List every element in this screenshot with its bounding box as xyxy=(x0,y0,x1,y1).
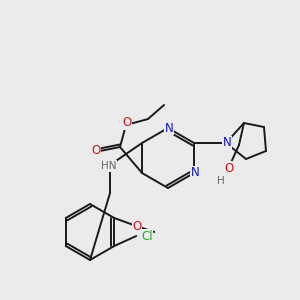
Text: Cl: Cl xyxy=(141,230,153,242)
Text: O: O xyxy=(224,161,234,175)
Text: O: O xyxy=(122,116,132,130)
Text: N: N xyxy=(190,167,200,179)
Text: H: H xyxy=(217,176,225,186)
Text: HN: HN xyxy=(101,161,117,171)
Text: N: N xyxy=(223,136,231,149)
Text: O: O xyxy=(133,220,142,232)
Text: O: O xyxy=(92,145,100,158)
Text: N: N xyxy=(165,122,173,134)
